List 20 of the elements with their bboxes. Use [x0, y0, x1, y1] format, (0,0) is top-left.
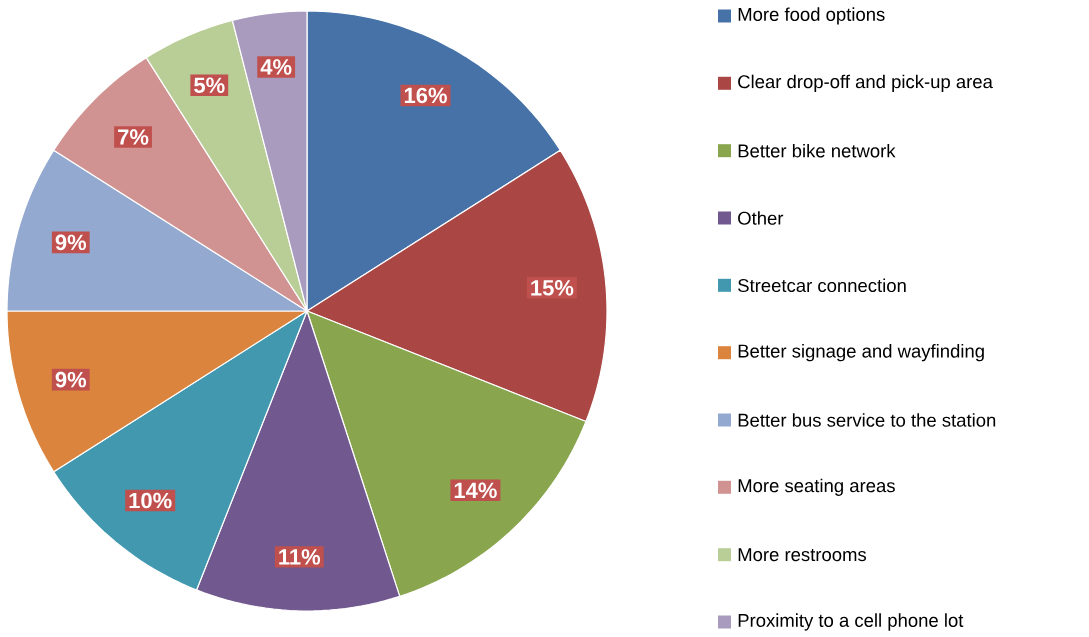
data-label: 9%: [55, 371, 87, 388]
data-label: 5%: [194, 77, 225, 93]
data-label: 7%: [118, 129, 149, 145]
legend-label: More food options: [738, 7, 885, 25]
legend-label: Better signage and wayfinding: [738, 344, 984, 362]
legend-label: Other: [738, 211, 784, 225]
data-label: 4%: [260, 59, 292, 75]
data-label: 11%: [279, 549, 321, 565]
data-label: 16%: [404, 87, 447, 104]
legend-label: More seating areas: [738, 478, 895, 496]
legend-label: Proximity to a cell phone lot: [738, 613, 964, 631]
legend-label: Clear drop-off and pick-up area: [738, 74, 993, 92]
legend-label: More restrooms: [738, 548, 867, 562]
legend-label: Better bike network: [738, 143, 896, 158]
data-label: 10%: [129, 492, 172, 509]
data-label: 14%: [454, 482, 497, 499]
legend-label: Better bus service to the station: [738, 413, 996, 427]
data-label: 9%: [55, 234, 87, 251]
data-label: 15%: [531, 280, 574, 296]
legend-label: Streetcar connection: [738, 278, 906, 293]
